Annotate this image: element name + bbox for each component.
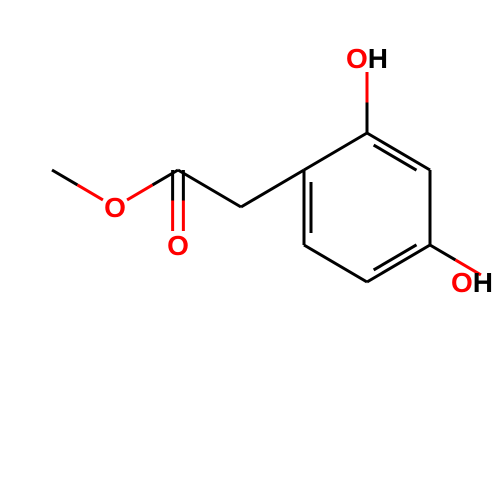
bond-line [77,185,102,200]
bond-line [127,185,152,200]
molecule-canvas: O O OH OH [0,0,500,500]
bond-line [178,170,241,207]
bond-line [367,245,430,282]
bond-line [52,170,77,185]
bond-line [304,133,367,170]
bond-line [367,133,430,170]
bond-line [153,170,178,185]
atom-label: O [104,192,126,223]
bond-line [241,170,304,207]
bond-line [430,245,455,260]
atom-label: O [167,230,189,261]
atom-O2: O [167,230,189,261]
atom-O3: OH [346,43,388,74]
atom-O4: OH [451,267,493,298]
atom-label: OH [451,267,493,298]
atom-O1: O [104,192,126,223]
atom-label: OH [346,43,388,74]
bond-line [304,245,367,282]
